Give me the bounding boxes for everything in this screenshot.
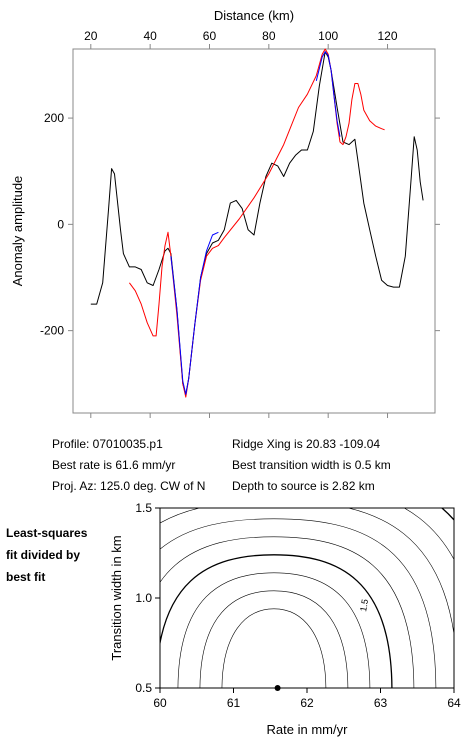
top-series-group (90, 48, 424, 398)
top-plot-frame (72, 48, 436, 414)
bottom-x-tick-label: 61 (227, 696, 241, 710)
top-x-tick-label: 20 (84, 29, 98, 43)
contour-line (0, 495, 467, 690)
info-ridge-xing: Ridge Xing is 20.83 -109.04 (232, 437, 381, 451)
observed-anomaly-line (90, 51, 424, 395)
fit-segment-line (315, 51, 341, 137)
side-caption-line-1: Least-squares (6, 526, 88, 540)
contour-line (221, 608, 327, 688)
side-caption-line-2: fit divided by (6, 548, 81, 562)
bottom-y-tick-label: 0.5 (135, 681, 152, 695)
bottom-x-tick-label: 64 (447, 696, 461, 710)
info-best-width: Best transition width is 0.5 km (232, 458, 391, 472)
top-x-tick-label: 120 (378, 29, 398, 43)
contour-line (0, 495, 467, 690)
top-x-tick-label: 60 (203, 29, 217, 43)
bottom-x-axis-title: Rate in mm/yr (267, 722, 349, 737)
bottom-axis-ticks: 60 61 62 63 64 0.5 1.0 1.5 (135, 501, 461, 710)
bottom-x-tick-label: 60 (153, 696, 167, 710)
info-proj-az: Proj. Az: 125.0 deg. CW of N (52, 479, 206, 493)
bottom-y-tick-label: 1.5 (135, 501, 152, 515)
contour-line (199, 590, 349, 688)
side-caption-line-3: best fit (6, 570, 46, 584)
contour-line (24, 495, 467, 690)
best-fit-point (274, 685, 281, 691)
bottom-y-tick-label: 1.0 (135, 591, 152, 605)
misfit-contours (0, 495, 467, 690)
top-x-tick-label: 100 (318, 29, 338, 43)
contour-line (160, 536, 415, 688)
contour-line (177, 572, 371, 688)
contour-label: 1.5 (358, 598, 370, 612)
top-axis-ticks: 20 40 60 80 100 120 -200 0 200 (40, 29, 440, 418)
top-y-tick-label: -200 (40, 324, 64, 338)
fit-segment-line (170, 231, 219, 395)
contour-line (403, 508, 454, 561)
info-best-rate: Best rate is 61.6 mm/yr (52, 458, 176, 472)
bottom-x-tick-label: 63 (374, 696, 388, 710)
misfit-contour-chart: 60 61 62 63 64 0.5 1.0 1.5 1.5 Rate in mm/yr Tr… (0, 495, 467, 737)
info-depth: Depth to source is 2.82 km (232, 479, 375, 493)
bottom-x-tick-label: 62 (300, 696, 314, 710)
top-y-tick-label: 200 (44, 111, 64, 125)
model-anomaly-line (128, 48, 385, 398)
top-y-tick-label: 0 (57, 217, 64, 231)
contour-line (2, 495, 467, 690)
contour-line (160, 518, 437, 688)
contour-line (160, 508, 454, 637)
top-y-axis-title: Anomaly amplitude (10, 176, 25, 287)
contour-line (160, 554, 393, 688)
top-x-axis-title: Distance (km) (214, 8, 294, 23)
bottom-y-axis-title: Transition width in km (109, 535, 124, 660)
top-x-tick-label: 40 (143, 29, 157, 43)
top-x-tick-label: 80 (262, 29, 276, 43)
info-profile: Profile: 07010035.p1 (52, 437, 163, 451)
side-caption: Least-squares fit divided by best fit (6, 522, 87, 588)
anomaly-profile-chart: Distance (km) Anomaly amplitude 20 40 60 80… (10, 8, 440, 418)
